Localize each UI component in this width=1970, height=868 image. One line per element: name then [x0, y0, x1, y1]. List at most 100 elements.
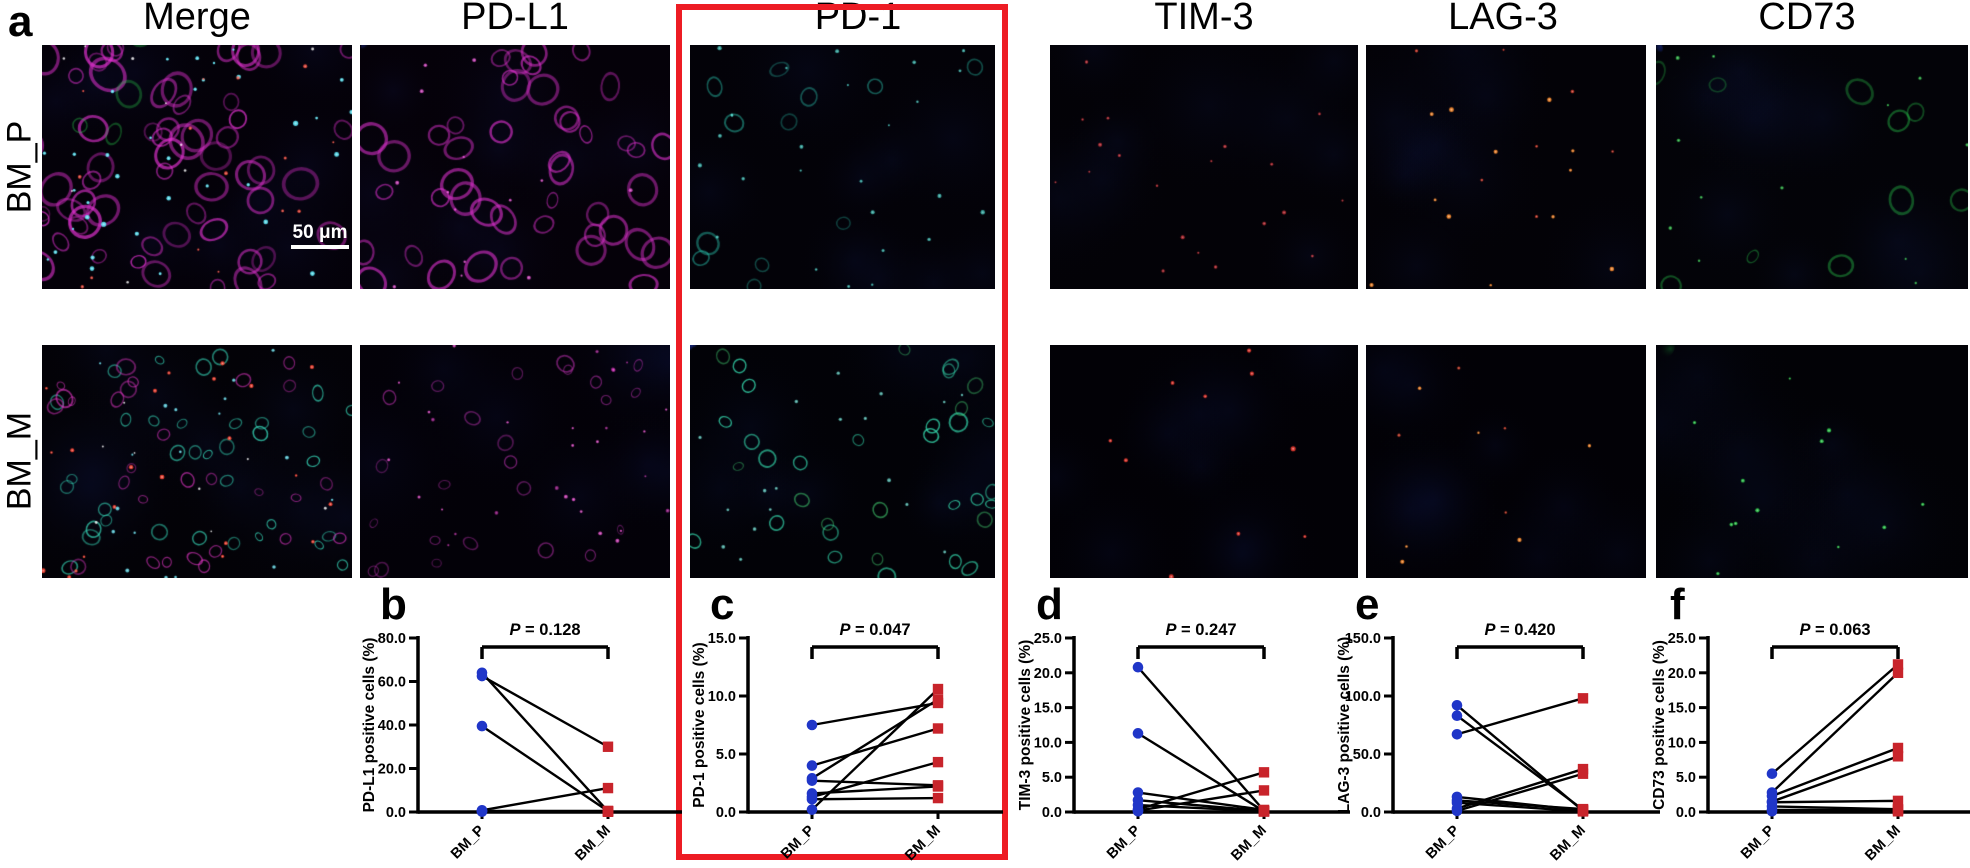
y-tick-label: 0.0: [1361, 805, 1381, 821]
x-category-label: BM_M: [1547, 823, 1589, 865]
y-tick-label: 40.0: [378, 718, 406, 734]
pair-lines: [811, 688, 939, 811]
y-tick-label: 10.0: [708, 689, 736, 705]
panel-d-label: d: [1036, 580, 1063, 629]
y-tick-label: 0.0: [1042, 805, 1062, 821]
y-tick-label: 15.0: [708, 631, 736, 647]
x-category-label: BM_P: [1738, 822, 1778, 862]
chart-panel-e: e 0.0 50.0 100.0 150.0 LAG-3 positive cells …: [1329, 580, 1660, 868]
column-title-lag-3: LAG-3: [1448, 0, 1558, 38]
y-tick-label: 15.0: [1034, 701, 1062, 717]
column-title-cd73: CD73: [1758, 0, 1856, 38]
y-tick-label: 100.0: [1345, 689, 1381, 705]
chart-svg-b: 0.0 20.0 40.0 60.0 80.0PD-L1 positive cells …: [361, 621, 682, 865]
y-axis-label: PD-1 positive cells (%): [691, 642, 708, 807]
micrograph-BM_P-PD-1: [690, 45, 995, 289]
bm-m-points: [1892, 659, 1904, 817]
x-category-label: BM_P: [448, 822, 488, 862]
pair-lines: [481, 671, 609, 813]
pair-lines: [1137, 666, 1265, 813]
bm-p-points: [1451, 699, 1463, 817]
column-title-tim-3: TIM-3: [1154, 0, 1254, 38]
micrograph-BM_M-PD-1: [690, 345, 995, 578]
y-tick-label: 50.0: [1353, 747, 1381, 763]
chart-panel-d: d 0.0 5.0 10.0 15.0 20.0 25.0 TIM-3 positive c…: [1010, 580, 1350, 868]
y-tick-label: 80.0: [378, 631, 406, 647]
chart-panel-c: c 0.0 5.0 10.0 15.0 PD-1 positive cells (%) P…: [684, 580, 1003, 868]
bm-p-points: [806, 719, 818, 815]
micrograph-BM_P-PD-L1: [360, 45, 670, 289]
y-tick-label: 0.0: [1676, 805, 1696, 821]
significance-bracket: [1770, 645, 1900, 659]
y-tick-label: 15.0: [1668, 701, 1696, 717]
p-value-label: P = 0.128: [509, 621, 580, 639]
y-tick-label: 25.0: [1668, 631, 1696, 647]
significance-bracket: [810, 645, 940, 659]
micrograph-BM_M-PD-L1: [360, 345, 670, 578]
bm-m-points: [1258, 767, 1270, 817]
x-category-label: BM_P: [778, 822, 818, 862]
p-value-label: P = 0.063: [1799, 621, 1870, 639]
row-label-bm-p: BM_P: [0, 120, 39, 214]
panel-b-label: b: [380, 580, 407, 629]
micrograph-BM_P-TIM-3: [1050, 45, 1358, 289]
x-category-label: BM_M: [1862, 823, 1904, 865]
y-tick-label: 10.0: [1034, 735, 1062, 751]
panel-f-label: f: [1670, 580, 1685, 629]
y-tick-label: 150.0: [1345, 631, 1381, 647]
panel-e-label: e: [1355, 580, 1380, 629]
bm-p-points: [1132, 661, 1144, 817]
bm-m-points: [1577, 693, 1589, 817]
column-title-merge: Merge: [143, 0, 251, 38]
micrograph-BM_M-Merge: [42, 345, 352, 578]
y-tick-label: 25.0: [1034, 631, 1062, 647]
pair-lines: [1771, 663, 1899, 813]
p-value-label: P = 0.247: [1165, 621, 1236, 639]
bm-m-points: [602, 741, 614, 817]
y-tick-label: 0.0: [716, 805, 736, 821]
micrograph-BM_M-LAG-3: [1366, 345, 1646, 578]
significance-bracket: [1136, 645, 1266, 659]
x-category-label: BM_M: [572, 823, 614, 865]
y-tick-label: 20.0: [1034, 666, 1062, 682]
y-tick-label: 5.0: [1676, 770, 1696, 786]
y-axis-label: LAG-3 positive cells (%): [1336, 637, 1353, 814]
micrograph-BM_P-Merge: [42, 45, 352, 289]
y-tick-label: 10.0: [1668, 735, 1696, 751]
bm-m-points: [932, 683, 944, 804]
pair-lines: [1456, 697, 1584, 813]
significance-bracket: [480, 645, 610, 659]
micrograph-BM_M-TIM-3: [1050, 345, 1358, 578]
y-axis-label: TIM-3 positive cells (%): [1017, 640, 1034, 811]
scale-bar-line: [291, 244, 349, 249]
x-category-label: BM_P: [1104, 822, 1144, 862]
y-tick-label: 20.0: [378, 762, 406, 778]
scale-bar-label: 50 μm: [292, 222, 348, 243]
x-category-label: BM_P: [1423, 822, 1463, 862]
significance-bracket: [1455, 645, 1585, 659]
bm-p-points: [1766, 768, 1778, 817]
panel-c-label: c: [710, 580, 735, 629]
y-tick-label: 0.0: [386, 805, 406, 821]
micrograph-BM_P-LAG-3: [1366, 45, 1646, 289]
y-tick-label: 60.0: [378, 675, 406, 691]
panel-a-label: a: [8, 0, 33, 46]
micrograph-BM_M-CD73: [1656, 345, 1968, 578]
y-axis-label: PD-L1 positive cells (%): [361, 638, 378, 813]
row-label-bm-m: BM_M: [0, 411, 39, 511]
micrograph-BM_P-CD73: [1656, 45, 1968, 289]
bm-p-points: [476, 667, 488, 817]
x-category-label: BM_M: [902, 823, 944, 865]
y-tick-label: 5.0: [1042, 770, 1062, 786]
p-value-label: P = 0.047: [839, 621, 910, 639]
y-axis-label: CD73 positive cells (%): [1651, 640, 1668, 810]
chart-svg-c: 0.0 5.0 10.0 15.0PD-1 positive cells (%) P =…: [691, 621, 1003, 865]
scale-bar: 50 μm: [291, 222, 349, 249]
p-value-label: P = 0.420: [1484, 621, 1555, 639]
column-title-pd-1: PD-1: [814, 0, 902, 38]
x-category-label: BM_M: [1228, 823, 1270, 865]
y-tick-label: 20.0: [1668, 666, 1696, 682]
